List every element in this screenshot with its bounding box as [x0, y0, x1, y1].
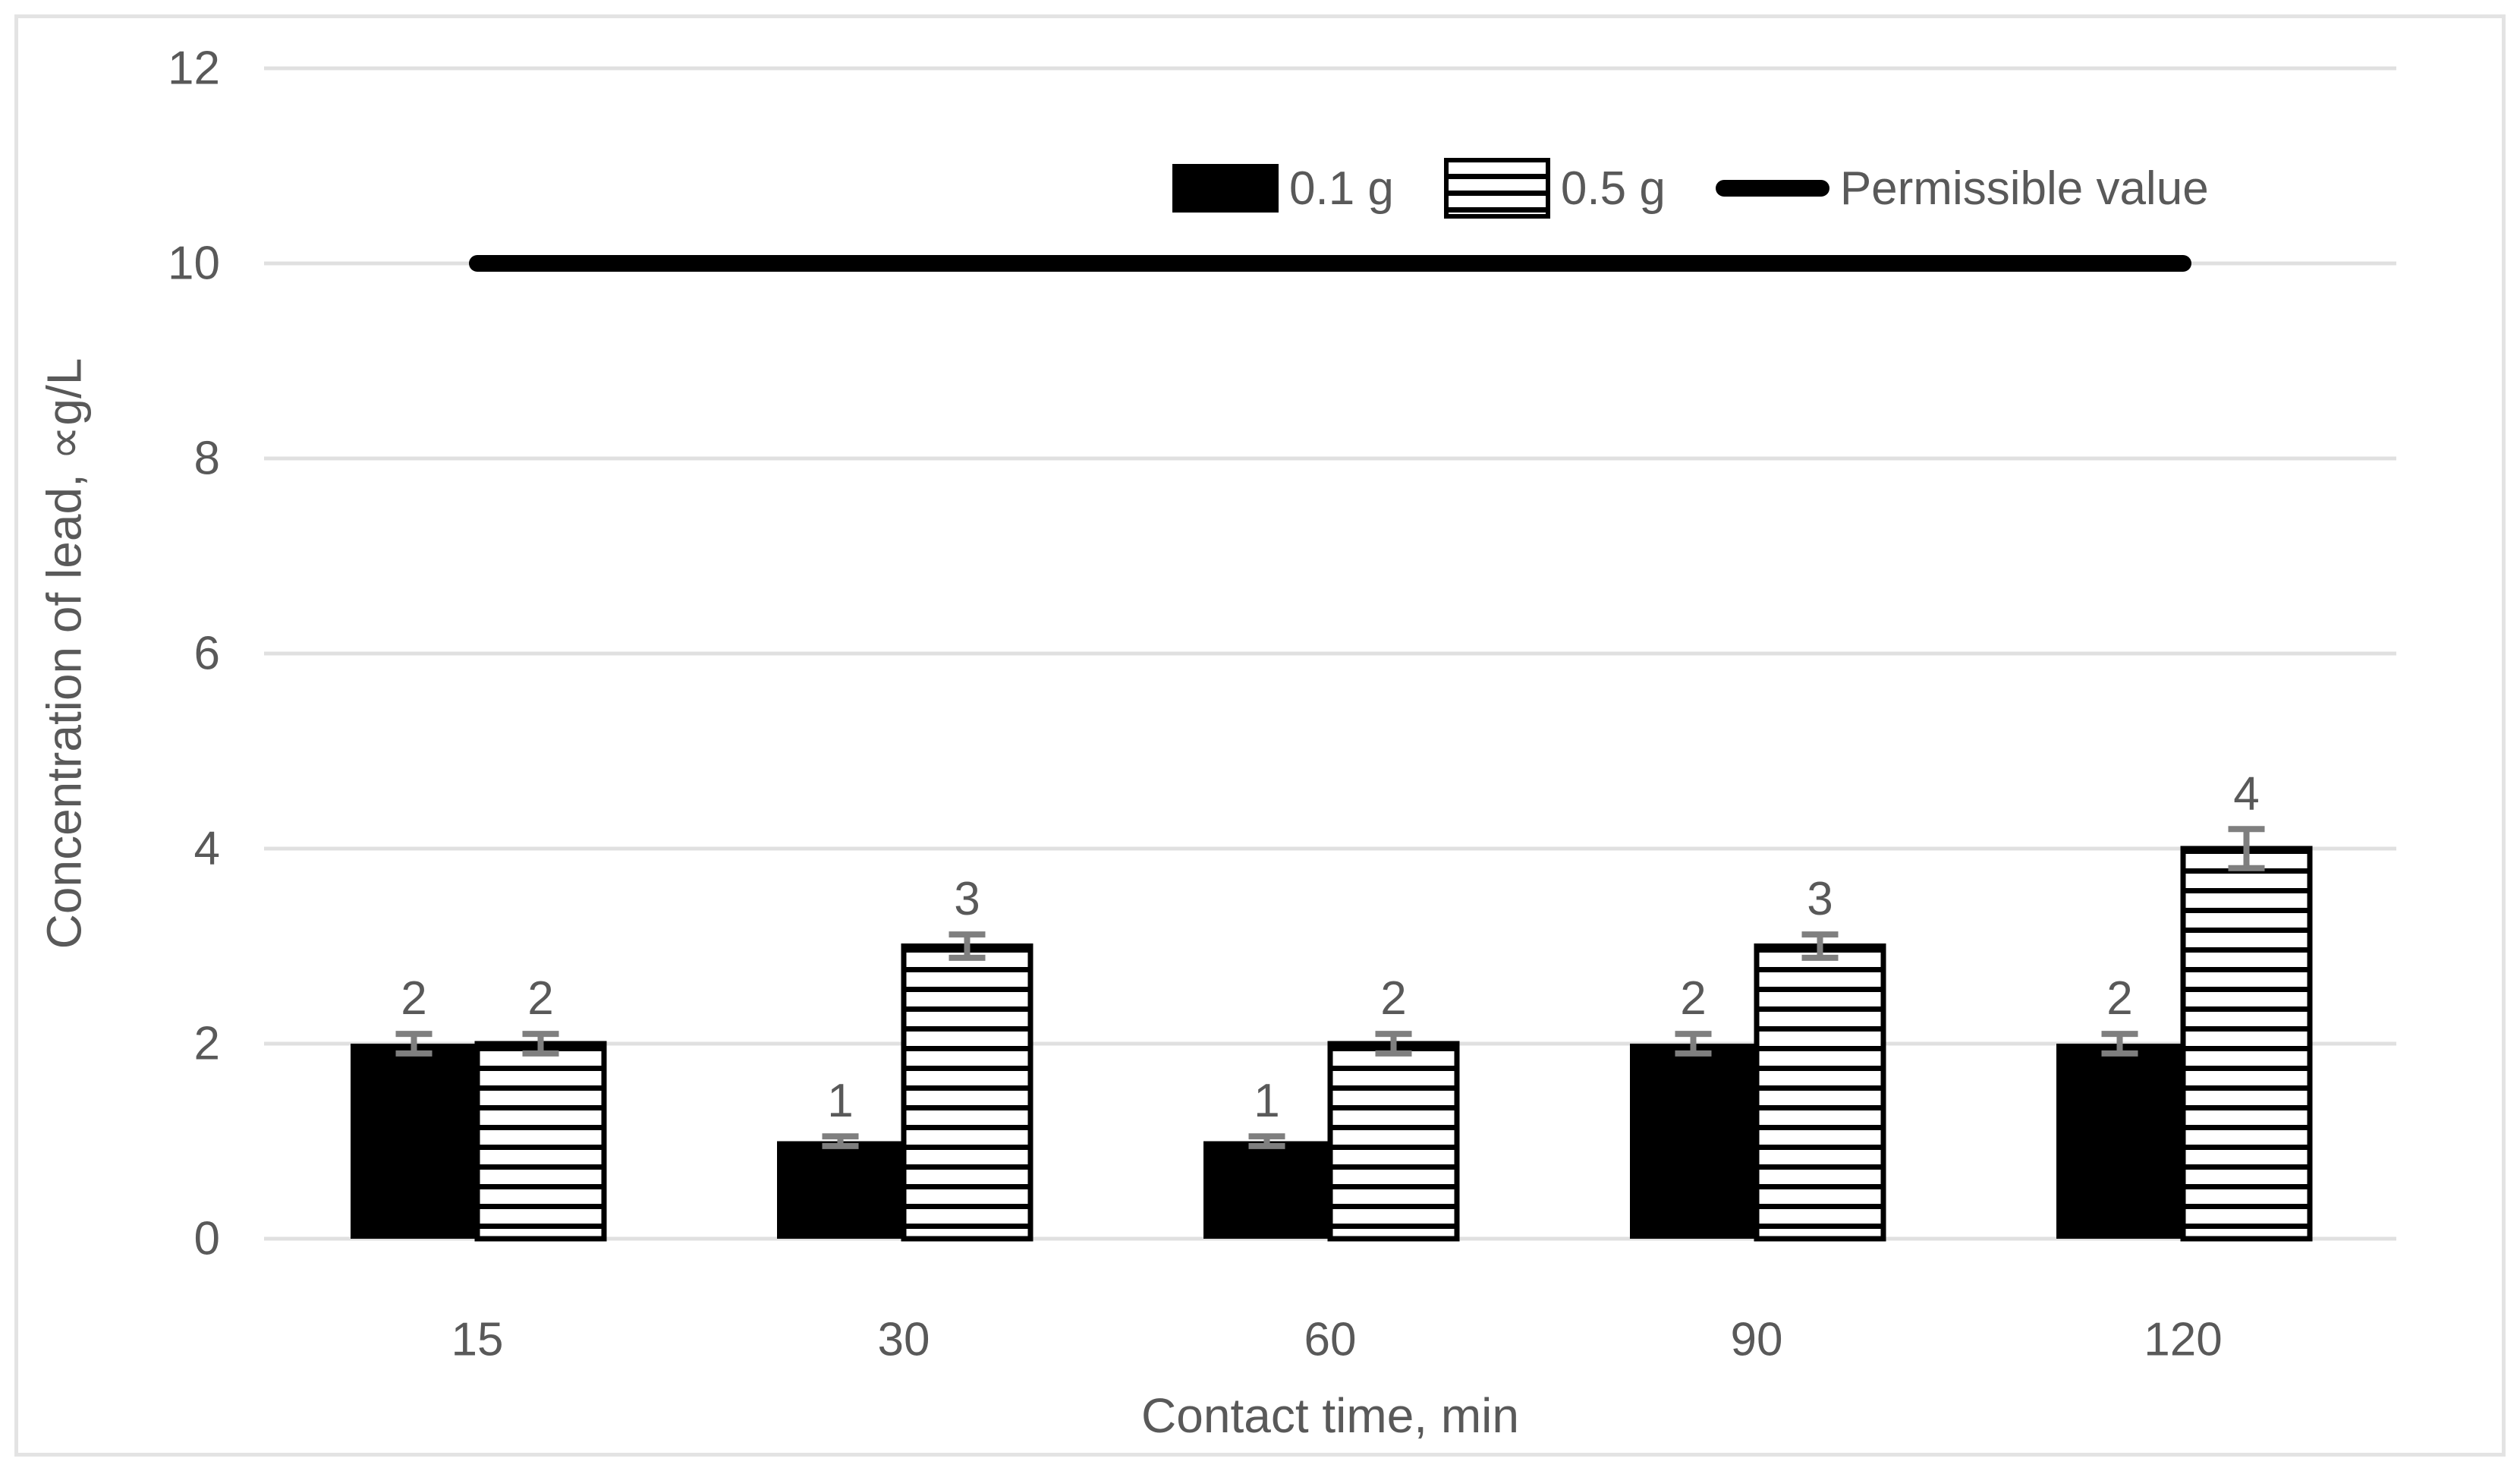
data-label-0.1g-15: 2: [401, 972, 426, 1025]
data-label-0.5g-120: 4: [2233, 767, 2259, 820]
data-label-0.5g-90: 3: [1807, 873, 1833, 925]
bar-0.1g-60: [1203, 1141, 1330, 1239]
data-labels: 2 1 1 2 2 2 3 2 3 4: [401, 767, 2259, 1127]
y-tick-label-2: 2: [194, 1018, 220, 1070]
y-axis-tick-labels: 0 2 4 6 8 10 12: [168, 43, 220, 1265]
bar-0.5g-120: [2180, 846, 2313, 1242]
data-label-0.1g-90: 2: [1680, 972, 1706, 1025]
data-label-0.5g-30: 3: [954, 873, 980, 925]
y-tick-label-4: 4: [194, 823, 220, 875]
legend-swatch-line: [1715, 180, 1829, 197]
bar-0.1g-30: [777, 1141, 904, 1239]
data-label-0.5g-60: 2: [1380, 972, 1406, 1025]
y-axis-title: Concentration of lead, ∝g/L: [36, 358, 92, 950]
legend-swatch-striped: [1443, 158, 1550, 219]
y-tick-label-6: 6: [194, 628, 220, 680]
legend-item-0-1g: 0.1 g: [1172, 162, 1394, 216]
bar-0.5g-30: [901, 943, 1033, 1242]
x-category-label-90: 90: [1731, 1314, 1783, 1366]
bar-0.5g-15: [474, 1041, 607, 1242]
x-axis-title: Contact time, min: [1141, 1388, 1519, 1443]
bar-0.5g-90: [1754, 943, 1886, 1242]
y-tick-label-8: 8: [194, 433, 220, 485]
bar-0.5g-60: [1327, 1041, 1460, 1242]
x-category-label-15: 15: [451, 1314, 504, 1366]
x-category-label-120: 120: [2144, 1314, 2222, 1366]
x-axis-category-labels: 15 30 60 90 120: [451, 1314, 2223, 1366]
y-tick-label-12: 12: [168, 43, 220, 95]
legend-label-0-1g: 0.1 g: [1289, 162, 1394, 215]
legend-swatch-solid-black: [1172, 164, 1279, 213]
legend-item-permissible-value: Permissible value: [1715, 162, 2209, 216]
y-tick-label-10: 10: [168, 238, 220, 290]
legend-item-0-5g: 0.5 g: [1443, 158, 1666, 219]
legend: 0.1 g 0.5 g Permissible value: [1172, 158, 2209, 219]
data-label-0.1g-120: 2: [2106, 972, 2132, 1025]
legend-label-0-5g: 0.5 g: [1560, 162, 1666, 215]
error-bars: [395, 826, 2265, 1149]
bar-series: [351, 846, 2313, 1242]
y-tick-label-0: 0: [194, 1213, 220, 1265]
bar-0.1g-120: [2056, 1044, 2183, 1239]
data-label-0.5g-15: 2: [527, 972, 553, 1025]
x-category-label-30: 30: [878, 1314, 930, 1366]
data-label-0.1g-30: 1: [827, 1075, 853, 1127]
legend-label-permissible-value: Permissible value: [1839, 162, 2209, 215]
bar-0.1g-90: [1630, 1044, 1757, 1239]
bar-0.1g-15: [351, 1044, 477, 1239]
data-label-0.1g-60: 1: [1254, 1075, 1279, 1127]
x-category-label-60: 60: [1304, 1314, 1357, 1366]
